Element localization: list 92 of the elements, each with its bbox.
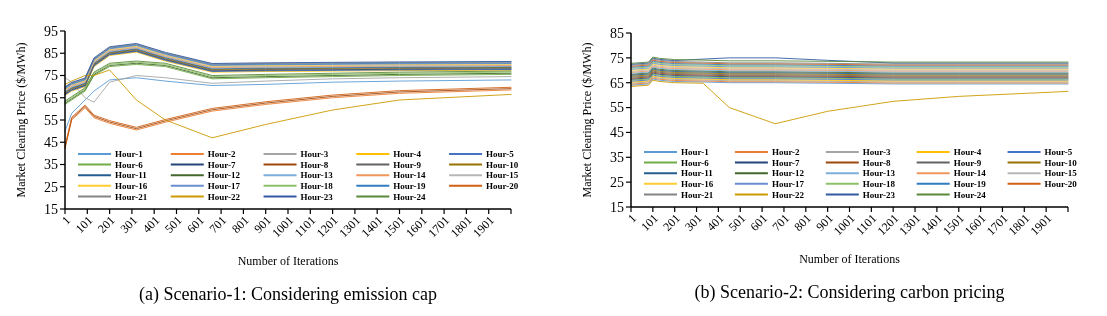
x-tick-label: 401: [139, 213, 163, 236]
y-tick-label: 15: [610, 199, 624, 215]
y-tick-label: 45: [44, 135, 58, 151]
y-axis-title: Market Clearing Price ($/MWh): [14, 42, 28, 198]
x-tick-label: 801: [228, 213, 252, 236]
y-tick-label: 75: [610, 50, 624, 66]
legend-label: Hour-14: [953, 168, 987, 179]
legend-label: Hour-11: [115, 170, 148, 181]
x-tick-label: 201: [660, 211, 683, 234]
legend-label: Hour-10: [486, 159, 519, 170]
legend-label: Hour-8: [862, 157, 891, 168]
y-tick-label: 35: [610, 150, 624, 166]
legend-label: Hour-18: [862, 178, 896, 189]
legend-label: Hour-17: [771, 178, 805, 189]
legend-label: Hour-5: [1044, 147, 1073, 158]
y-tick-label: 85: [610, 25, 624, 41]
legend-label: Hour-2: [771, 147, 801, 158]
legend-label: Hour-14: [393, 170, 426, 181]
legend-label: Hour-7: [771, 157, 801, 168]
legend-label: Hour-9: [393, 159, 422, 170]
legend-label: Hour-20: [486, 180, 519, 191]
legend-label: Hour-13: [300, 170, 334, 181]
legend-label: Hour-17: [207, 180, 241, 191]
y-tick-label: 15: [44, 201, 58, 217]
x-tick-label: 701: [206, 213, 230, 236]
legend-label: Hour-13: [862, 168, 896, 179]
y-tick-label: 85: [44, 46, 58, 62]
x-axis-title: Number of Iterations: [237, 254, 339, 268]
y-tick-label: 35: [44, 157, 58, 173]
x-tick-label: 501: [161, 213, 185, 236]
legend-label: Hour-4: [393, 149, 422, 160]
legend-label: Hour-15: [1044, 168, 1078, 179]
x-tick-label: 101: [72, 213, 96, 236]
legend-label: Hour-5: [486, 149, 515, 160]
y-tick-label: 65: [610, 75, 624, 91]
x-tick-label: 301: [117, 213, 140, 236]
x-tick-label: 301: [682, 211, 705, 234]
legend-label: Hour-24: [953, 189, 987, 200]
legend-label: Hour-12: [771, 168, 805, 179]
x-tick-label: 701: [769, 211, 793, 234]
x-tick-label: 601: [747, 211, 771, 234]
legend-label: Hour-8: [300, 159, 329, 170]
text: (a) Scenario-1: Considering emission cap: [139, 284, 437, 305]
legend-label: Hour-6: [115, 159, 144, 170]
legend-label: Hour-24: [393, 191, 426, 202]
legend-label: Hour-1: [681, 147, 710, 158]
x-tick-label: 101: [638, 211, 661, 234]
x-tick-label: 401: [703, 211, 727, 234]
legend-label: Hour-16: [681, 178, 714, 189]
legend-label: Hour-18: [300, 180, 334, 191]
legend-label: Hour-22: [771, 189, 805, 200]
x-axis-title: Number of Iterations: [799, 252, 901, 266]
legend-label: Hour-16: [115, 180, 148, 191]
legend-label: Hour-11: [681, 168, 714, 179]
legend-label: Hour-10: [1044, 157, 1078, 168]
legend-label: Hour-15: [486, 170, 519, 181]
y-tick-label: 55: [44, 112, 58, 128]
legend-label: Hour-4: [953, 147, 982, 158]
legend-label: Hour-22: [207, 191, 241, 202]
legend-label: Hour-12: [207, 170, 241, 181]
y-tick-label: 25: [610, 175, 624, 191]
x-tick-label: 201: [95, 213, 118, 236]
x-tick-label: 1: [624, 211, 640, 226]
x-tick-label: 601: [184, 213, 207, 236]
y-tick-label: 75: [44, 68, 58, 84]
legend-label: Hour-23: [300, 191, 334, 202]
y-tick-label: 95: [44, 23, 58, 39]
legend-label: Hour-7: [207, 159, 236, 170]
legend-label: Hour-21: [115, 191, 148, 202]
y-tick-label: 55: [610, 100, 624, 116]
legend-label: Hour-9: [953, 157, 982, 168]
x-tick-label: 501: [725, 211, 749, 234]
y-axis-title: Market Clearing Price ($/MWh): [580, 42, 594, 198]
x-tick-label: 901: [251, 213, 274, 236]
legend-label: Hour-1: [115, 149, 144, 160]
y-tick-label: 65: [44, 90, 58, 106]
legend-label: Hour-3: [300, 149, 329, 160]
legend-label: Hour-2: [207, 149, 236, 160]
legend-label: Hour-21: [681, 189, 714, 200]
legend-label: Hour-20: [1044, 178, 1078, 189]
y-tick-label: 45: [610, 125, 624, 141]
legend-label: Hour-19: [953, 178, 987, 189]
x-tick-label: 1601: [403, 213, 430, 241]
text: (b) Scenario-2: Considering carbon pricing: [694, 282, 1005, 303]
x-tick-label: 801: [791, 211, 814, 234]
y-tick-label: 25: [44, 179, 58, 195]
legend-label: Hour-3: [862, 147, 891, 158]
legend-label: Hour-23: [862, 189, 896, 200]
legend-label: Hour-19: [393, 180, 426, 191]
x-tick-label: 1301: [336, 213, 363, 241]
legend-label: Hour-6: [681, 157, 710, 168]
x-tick-label: 1: [58, 213, 74, 228]
